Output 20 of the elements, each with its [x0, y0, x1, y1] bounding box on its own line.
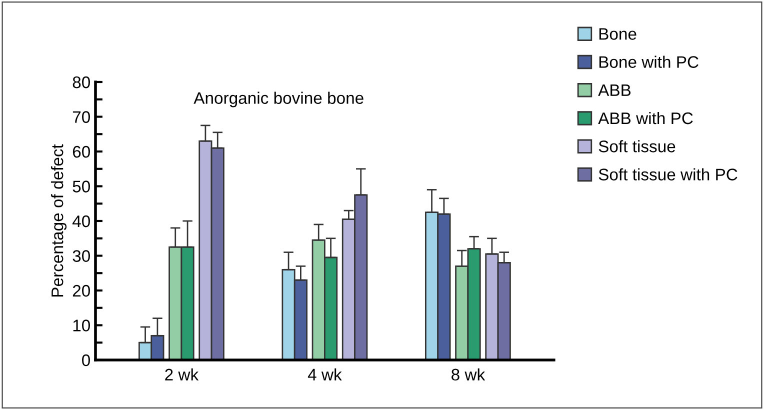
legend-label: ABB: [598, 84, 631, 96]
legend-label: ABB with PC: [598, 112, 693, 124]
text: Anorganic bovine bone: [194, 92, 364, 108]
y-tick-label: 10: [73, 320, 90, 332]
legend-label: Bone with PC: [599, 56, 698, 68]
y-tick-label: 80: [72, 76, 90, 88]
y-tick-label: 0: [82, 354, 90, 366]
y-tick-label: 40: [72, 215, 90, 228]
legend-label: Bone: [599, 28, 636, 40]
y-tick-label: 50: [72, 180, 90, 192]
x-tick-label: 8 wk: [452, 368, 486, 381]
y-tick-label: 60: [72, 146, 90, 158]
y-tick-label: 70: [72, 111, 90, 123]
y-tick-label: 20: [72, 284, 90, 297]
x-tick-label: 2 wk: [165, 368, 199, 380]
y-axis-title: Percentage of defect: [51, 144, 67, 297]
x-tick-label: 4 wk: [308, 368, 342, 380]
legend-label: Soft tissue with PC: [598, 168, 738, 180]
legend-label: Soft tissue: [598, 140, 676, 152]
y-tick-label: 30: [72, 250, 90, 262]
